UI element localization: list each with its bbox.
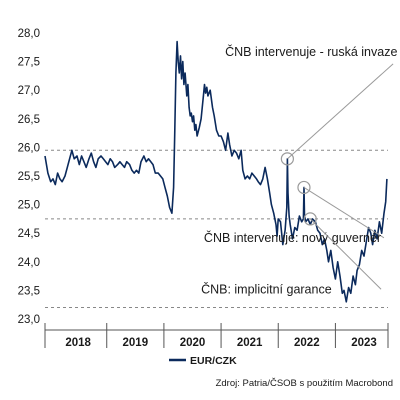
- eur-czk-line: [44, 40, 388, 303]
- annotation-leader-2: [309, 218, 382, 290]
- annotation-leader-0: [287, 63, 394, 160]
- source-note: Zdroj: Patria/ČSOB s použitím Macrobond: [216, 378, 393, 389]
- annotation-marker-0: [280, 152, 294, 166]
- annotation-label-0: ČNB intervenuje - ruská invaze: [225, 44, 397, 59]
- x-axis: 2018 2019 2020 2021 2022 2023: [44, 323, 389, 349]
- legend: EUR/CZK: [169, 355, 237, 367]
- x-tick-label-4: 2022: [294, 337, 320, 349]
- y-tick-label-10: 23,0: [18, 314, 40, 326]
- x-tick-label-5: 2023: [351, 337, 377, 349]
- x-tick-label-1: 2019: [123, 337, 149, 349]
- y-tick-label-1: 27,5: [18, 57, 40, 69]
- annotation-marker-1: [297, 180, 311, 195]
- legend-label: EUR/CZK: [190, 355, 237, 367]
- y-tick-label-2: 27,0: [18, 85, 40, 97]
- y-axis: 28,0 27,5 27,0 26,5 26,0 25,5 25,0 24,5 24,0 23,5…: [18, 28, 40, 326]
- y-tick-label-9: 23,5: [18, 285, 40, 297]
- annotations: ČNB intervenuje - ruská invaze ČNB interv…: [201, 44, 397, 296]
- annotation-marker-2: [303, 212, 317, 226]
- x-tick-label-0: 2018: [65, 337, 91, 349]
- y-tick-label-3: 26,5: [18, 114, 40, 126]
- annotation-leader-1: [303, 187, 385, 239]
- y-tick-label-7: 24,5: [18, 228, 40, 240]
- x-tick-label-2: 2020: [180, 337, 206, 349]
- y-tick-label-8: 24,0: [18, 257, 40, 269]
- y-tick-label-6: 25,0: [18, 200, 40, 212]
- y-tick-label-4: 26,0: [18, 142, 40, 154]
- x-tick-label-3: 2021: [237, 337, 263, 349]
- annotation-label-2: ČNB: implicitní garance: [201, 281, 332, 296]
- y-tick-label-5: 25,5: [18, 171, 40, 183]
- y-tick-label-0: 28,0: [18, 28, 40, 40]
- annotation-label-1: ČNB intervenuje: nový guvernér: [204, 230, 381, 245]
